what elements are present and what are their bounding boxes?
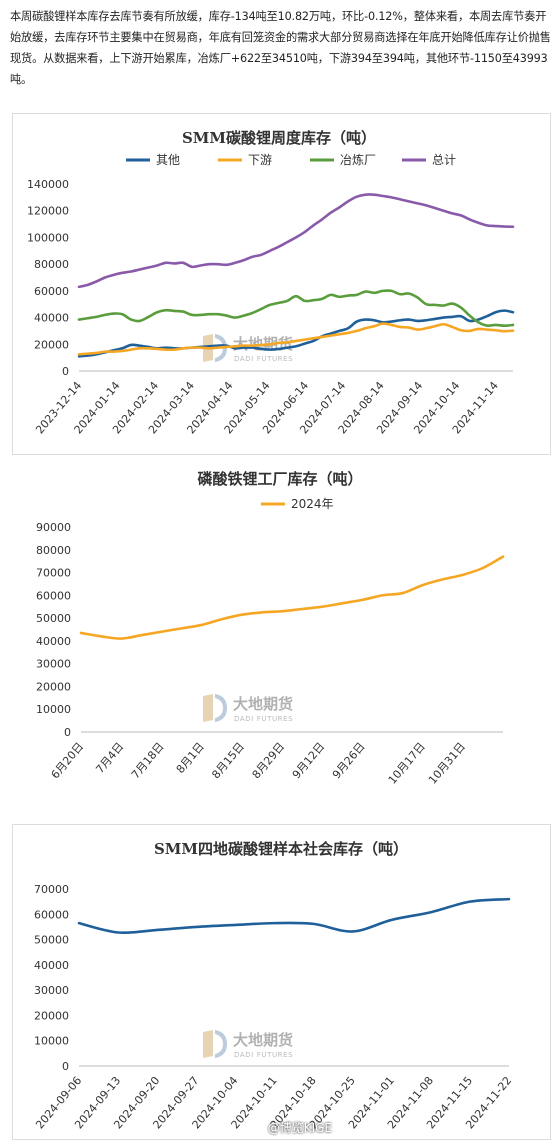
x-tick-label: 10月17日 xyxy=(386,740,428,787)
weekly-inventory-chart: SMM碳酸锂周度库存（吨）其他 下游 冶炼厂 总计 0 20000 40000 60000 80… xyxy=(27,129,515,436)
y-tick-label: 20000 xyxy=(34,338,69,351)
legend-item: 2024年 xyxy=(261,497,334,511)
legend-item: 总计 xyxy=(402,153,456,167)
y-tick-label: 0 xyxy=(62,1060,69,1073)
chart-title: 磷酸铁锂工厂库存（吨） xyxy=(197,470,362,488)
logo-text-cn: 大地期货 xyxy=(233,1031,293,1049)
lfp-inventory-chart: 磷酸铁锂工厂库存（吨） 2024年 0 10000 20000 30000 40000 500… xyxy=(36,470,505,787)
y-tick-label: 20000 xyxy=(34,1009,69,1022)
legend-label: 冶炼厂 xyxy=(340,152,376,167)
social-inventory-chart: SMM四地碳酸锂样本社会库存（吨） 0 10000 20000 30000 40000 50… xyxy=(33,840,514,1131)
legend-item: 冶炼厂 xyxy=(310,152,376,167)
y-tick-label: 20000 xyxy=(36,680,71,693)
series-line xyxy=(79,555,505,640)
dadi-logo-watermark: 大地期货 DADI FUTURES xyxy=(203,694,293,723)
y-tick-label: 70000 xyxy=(34,883,69,896)
dadi-logo-icon xyxy=(203,1030,227,1058)
y-tick-label: 40000 xyxy=(34,312,69,325)
x-tick-label: 7月18日 xyxy=(129,740,167,781)
y-tick-label: 140000 xyxy=(27,178,69,191)
logo-text-en: DADI FUTURES xyxy=(234,715,293,723)
chart-panel-weekly-inventory: SMM碳酸锂周度库存（吨） 其他 下游 冶炼厂 总计 0 20000 40000 60000 80… xyxy=(12,113,551,455)
x-tick-label: 6月20日 xyxy=(49,740,87,781)
y-tick-label: 40000 xyxy=(36,635,71,648)
logo-shape-right xyxy=(215,334,227,362)
chart-panel-lfp-inventory: 磷酸铁锂工厂库存（吨） 2024年 0 10000 20000 30000 40000 500… xyxy=(12,461,551,818)
series-line xyxy=(77,322,515,356)
series-line xyxy=(77,193,515,289)
chart-panel-social-inventory: SMM四地碳酸锂样本社会库存（吨） 0 10000 20000 30000 40000 50… xyxy=(12,824,551,1140)
logo-text-en: DADI FUTURES xyxy=(234,355,293,363)
legend-label: 总计 xyxy=(432,153,456,167)
logo-text-cn: 大地期货 xyxy=(233,695,293,713)
y-tick-label: 50000 xyxy=(36,612,71,625)
chart-title: SMM碳酸锂周度库存（吨） xyxy=(182,129,376,147)
y-tick-label: 80000 xyxy=(34,258,69,271)
x-tick-label: 8月29日 xyxy=(250,740,288,781)
y-tick-label: 60000 xyxy=(36,589,71,602)
x-tick-label: 7月4日 xyxy=(93,740,126,776)
intro-paragraph: 本周碳酸锂样本库存去库节奏有所放缓，库存-134吨至10.82万吨，环比-0.1… xyxy=(10,10,551,86)
series-line xyxy=(77,289,515,328)
legend-item: 其他 xyxy=(126,153,180,167)
legend-label: 下游 xyxy=(248,153,272,167)
logo-shape-right xyxy=(215,1030,227,1058)
y-tick-label: 0 xyxy=(64,726,71,739)
y-tick-label: 80000 xyxy=(36,544,71,557)
y-tick-label: 50000 xyxy=(34,934,69,947)
y-tick-label: 30000 xyxy=(34,984,69,997)
chart-title: SMM四地碳酸锂样本社会库存（吨） xyxy=(154,840,408,858)
y-tick-label: 90000 xyxy=(36,521,71,534)
y-tick-label: 100000 xyxy=(27,231,69,244)
y-tick-label: 10000 xyxy=(34,1035,69,1048)
y-tick-label: 70000 xyxy=(36,567,71,580)
y-tick-label: 60000 xyxy=(34,908,69,921)
y-tick-label: 0 xyxy=(62,365,69,378)
y-tick-label: 10000 xyxy=(36,703,71,716)
x-tick-label: 8月15日 xyxy=(209,740,247,781)
logo-shape-right xyxy=(215,694,227,722)
dadi-logo-icon xyxy=(203,694,227,722)
x-tick-label: 10月31日 xyxy=(426,740,468,787)
series-line xyxy=(77,897,511,935)
y-tick-label: 30000 xyxy=(36,658,71,671)
footer-watermark: @博览KIGE xyxy=(267,1121,332,1135)
y-tick-label: 120000 xyxy=(27,205,69,218)
logo-text-en: DADI FUTURES xyxy=(234,1051,293,1059)
legend-label: 2024年 xyxy=(291,497,334,511)
y-tick-label: 40000 xyxy=(34,959,69,972)
x-tick-label: 8月1日 xyxy=(174,740,207,776)
dadi-logo-watermark: 大地期货 DADI FUTURES xyxy=(203,1030,293,1059)
logo-shape-left xyxy=(203,694,213,722)
legend-item: 下游 xyxy=(218,153,272,167)
legend-label: 其他 xyxy=(156,153,180,167)
logo-shape-left xyxy=(203,1030,213,1058)
x-tick-label: 9月12日 xyxy=(290,740,328,781)
x-tick-label: 9月26日 xyxy=(330,740,368,781)
y-tick-label: 60000 xyxy=(34,285,69,298)
